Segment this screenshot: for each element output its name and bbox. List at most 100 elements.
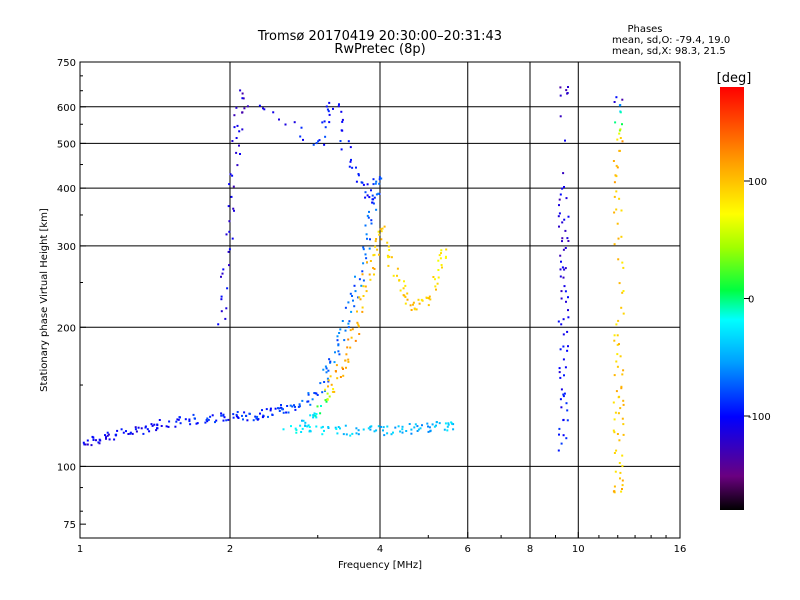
echo-point [142,432,145,435]
echo-point [298,403,301,406]
echo-point [327,380,330,383]
echo-point [230,195,233,198]
echo-point [434,285,437,288]
echo-point [307,393,310,396]
echo-point [560,323,563,326]
echo-point [615,449,618,452]
echo-point [304,421,307,424]
echo-point [231,174,234,177]
echo-point [566,237,569,240]
echo-point [92,438,95,441]
echo-point [236,411,239,413]
echo-point [370,222,373,225]
echo-point [376,248,379,251]
echo-point [620,209,623,212]
echo-point [301,399,304,402]
echo-point [396,267,399,270]
echo-point [150,423,153,426]
echo-point [372,254,375,257]
echo-point [564,290,567,293]
echo-point [621,465,624,468]
echo-point [386,432,389,435]
echo-point [559,348,562,351]
echo-point [192,413,195,416]
echo-point [443,428,446,431]
echo-point [362,246,365,249]
echo-point [564,139,566,142]
echo-point [415,308,418,311]
echo-point [95,439,97,442]
echo-point [335,370,337,373]
echo-point [567,215,570,218]
echo-point [619,407,622,410]
echo-point [146,428,149,431]
echo-point [621,479,624,482]
echo-point [220,414,223,417]
echo-point [252,419,255,422]
echo-point [621,484,624,487]
echo-point [350,310,353,313]
echo-point [559,275,562,278]
echo-point [557,449,560,452]
echo-point [366,261,368,264]
echo-point [328,101,331,104]
echo-point [207,418,210,421]
echo-point [298,405,301,408]
echo-point [392,274,395,277]
echo-point [613,195,616,198]
echo-point [364,196,367,199]
echo-point [365,290,368,293]
echo-point [562,333,565,336]
echo-point [613,243,616,246]
echo-point [356,321,359,324]
echo-point [278,410,281,412]
echo-point [284,123,287,126]
echo-point [622,290,625,292]
echo-point [336,335,339,338]
echo-point [450,421,453,424]
echo-point [220,412,223,415]
echo-point [565,300,567,303]
echo-point [566,349,569,352]
echo-point [354,275,356,278]
echo-point [321,425,324,428]
echo-point [617,396,620,399]
echo-point [373,273,375,276]
echo-point [280,404,282,406]
echo-point [355,166,357,169]
echo-point [357,433,360,436]
echo-point [362,428,365,431]
echo-point [348,320,351,323]
echo-point [357,323,360,326]
echo-point [209,415,212,418]
echo-point [86,443,89,446]
echo-point [617,237,620,240]
echo-point [347,140,350,143]
echo-point [613,334,616,337]
stats-line-x: mean, sd,X: 98.3, 21.5 [612,46,726,57]
echo-point [558,212,561,215]
echo-point [340,148,343,151]
echo-point [135,430,138,433]
echo-point [343,339,346,342]
echo-point [451,422,453,425]
echo-point [416,425,419,428]
echo-point [346,346,349,349]
echo-point [366,194,369,197]
echo-point [410,309,413,311]
chart-subtitle: RwPretec (8p) [334,42,425,57]
echo-point [228,230,231,233]
echo-point [426,422,429,425]
echo-point [562,358,565,361]
echo-point [294,408,297,411]
echo-point [338,103,340,106]
echo-point [364,253,367,256]
echo-point [326,392,329,395]
echo-point [328,113,331,116]
echo-point [615,323,618,326]
echo-point [614,411,617,414]
echo-point [225,419,228,422]
echo-point [567,296,569,299]
echo-point [233,209,235,212]
echo-point [372,178,375,181]
